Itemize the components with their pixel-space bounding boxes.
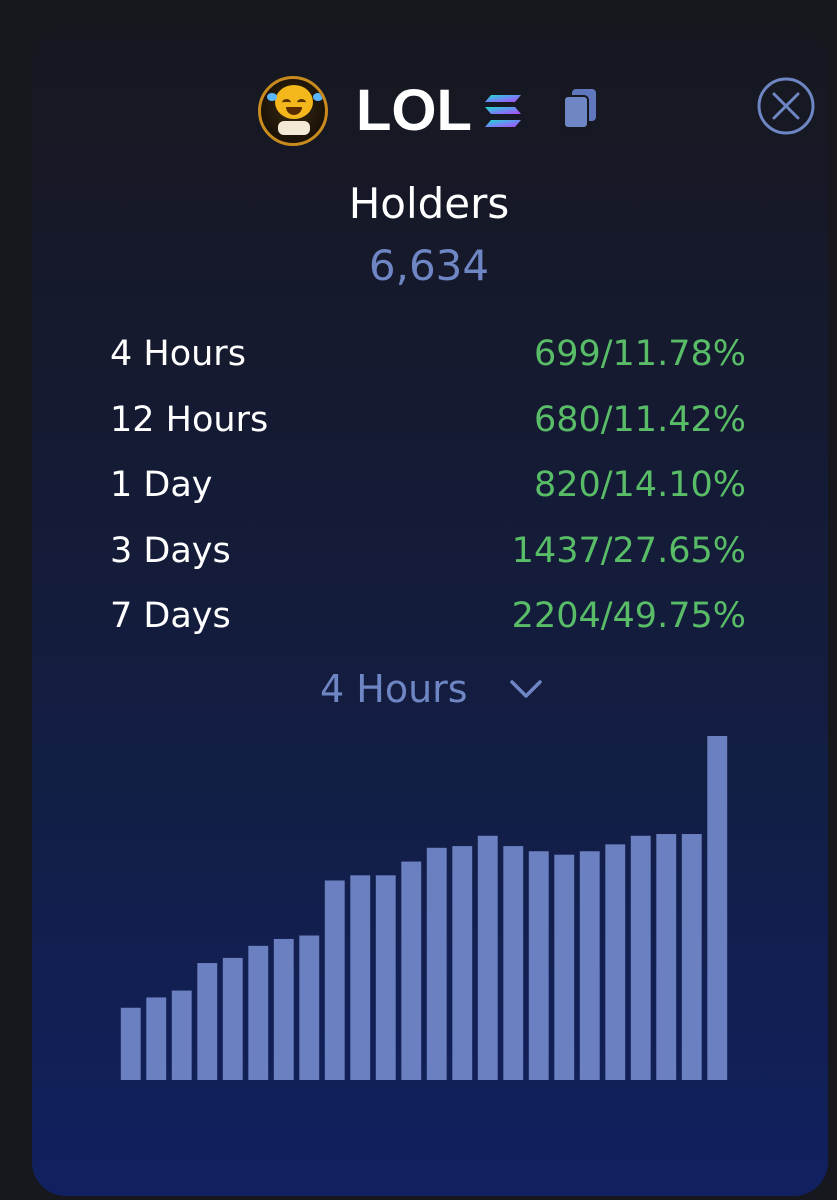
chart-bar <box>273 938 294 1080</box>
solana-logo-icon <box>485 95 521 127</box>
chart-bar <box>197 963 218 1080</box>
chart-bar <box>477 835 498 1080</box>
chart-bar <box>656 834 677 1080</box>
holders-bar-chart <box>120 736 728 1080</box>
stat-change-value: 699/11.78% <box>533 334 746 374</box>
chart-bar <box>630 835 651 1080</box>
token-header: LOL <box>0 76 837 146</box>
stat-change-value: 1437/27.65% <box>511 530 746 571</box>
stat-row-3-days: 3 Days 1437/27.65% <box>110 525 746 591</box>
copy-icon[interactable] <box>562 88 598 130</box>
chart-bar <box>503 846 524 1080</box>
period-dropdown[interactable]: 4 Hours <box>320 664 550 714</box>
chart-bar <box>171 990 192 1080</box>
token-avatar <box>258 76 328 146</box>
chart-bar <box>120 1007 141 1080</box>
chart-bar <box>452 846 473 1080</box>
stat-period-label: 3 Days <box>110 530 231 571</box>
chart-bar <box>375 875 396 1080</box>
chart-bar <box>605 844 626 1080</box>
stat-row-12-hours: 12 Hours 680/11.42% <box>110 394 746 460</box>
chart-bar <box>146 997 167 1080</box>
stat-row-1-day: 1 Day 820/14.10% <box>110 459 746 525</box>
chevron-down-icon <box>510 680 542 698</box>
chart-bar <box>248 945 269 1080</box>
stat-change-value: 820/14.10% <box>533 465 746 505</box>
stat-period-label: 7 Days <box>110 596 231 636</box>
stat-change-value: 680/11.42% <box>533 399 746 440</box>
chart-bar <box>350 875 371 1080</box>
chart-bar <box>324 880 345 1080</box>
chart-bar <box>681 834 702 1080</box>
stat-period-label: 1 Day <box>110 465 213 505</box>
stat-period-label: 12 Hours <box>110 399 269 440</box>
chart-bar <box>554 854 575 1080</box>
close-circle-icon <box>757 77 815 135</box>
holders-count: 6,634 <box>368 241 490 290</box>
chart-bar <box>579 851 600 1080</box>
period-dropdown-value: 4 Hours <box>320 667 468 711</box>
stat-row-7-days: 7 Days 2204/49.75% <box>110 590 746 656</box>
laughing-emoji-icon <box>275 85 313 119</box>
stat-change-value: 2204/49.75% <box>511 596 746 636</box>
stat-row-4-hours: 4 Hours 699/11.78% <box>110 328 746 394</box>
chart-bar <box>426 847 447 1080</box>
holders-label: Holders <box>348 179 510 228</box>
token-name: LOL <box>356 78 472 143</box>
chart-bar <box>222 957 243 1080</box>
close-button[interactable] <box>756 76 816 136</box>
chart-bar <box>528 851 549 1080</box>
chart-bar <box>299 935 320 1080</box>
stat-period-label: 4 Hours <box>110 334 246 374</box>
holders-change-list: 4 Hours 699/11.78% 12 Hours 680/11.42% 1… <box>110 328 746 656</box>
chart-bar <box>401 861 422 1080</box>
chart-bar <box>707 736 728 1080</box>
